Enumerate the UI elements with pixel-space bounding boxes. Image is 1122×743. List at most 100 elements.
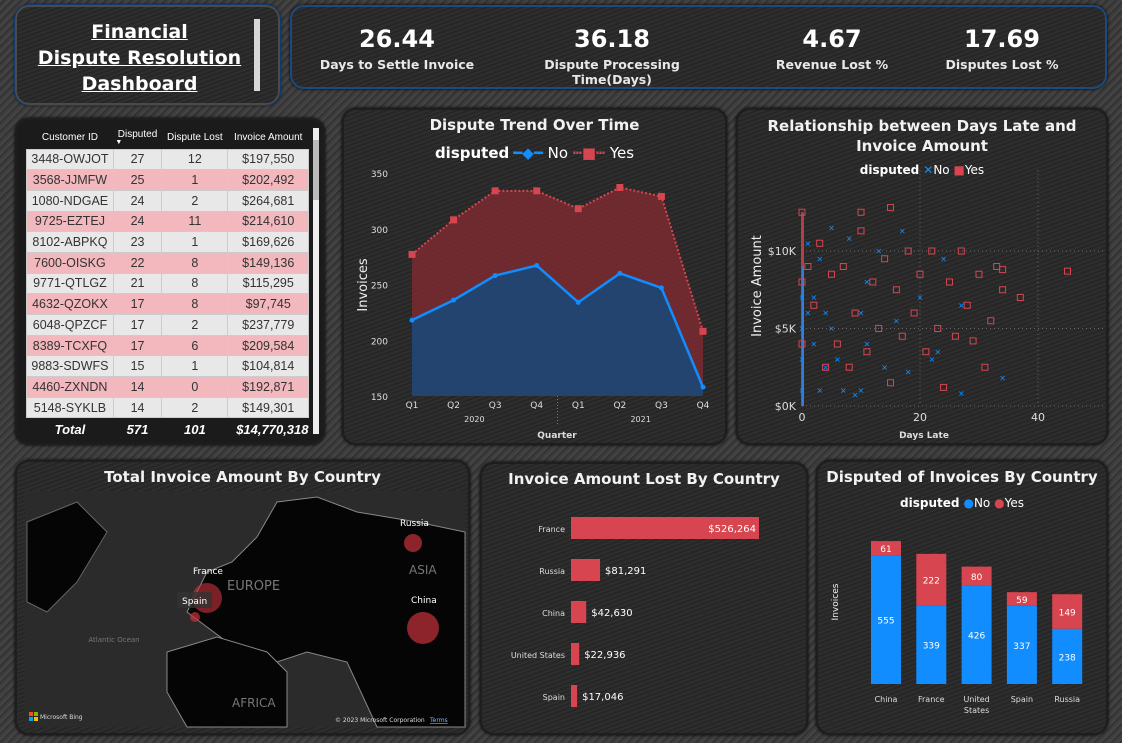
title-accent-bar [254, 19, 260, 91]
column-header-customer-id[interactable]: Customer ID [26, 126, 114, 149]
table-cell: $202,492 [227, 169, 309, 191]
x-tick-label: Q3 [489, 401, 502, 411]
table-scrollbar[interactable] [313, 128, 319, 434]
table-row[interactable]: 9725-EZTEJ 24 11 $214,610 [26, 210, 309, 233]
table-row[interactable]: 5148-SYKLB 14 2 $149,301 [26, 396, 309, 419]
table-cell: 8102-ABPKQ [26, 231, 114, 253]
table-cell: 8389-TCXFQ [26, 334, 114, 357]
data-point-yes [916, 270, 924, 278]
data-point-no: ✕ [810, 340, 817, 349]
bar-yes [1052, 594, 1083, 629]
table-row[interactable]: 9771-QTLGZ 21 8 $115,295 [26, 272, 309, 295]
bar-no [871, 555, 901, 684]
table-cell: $192,871 [227, 376, 309, 398]
data-point-no: ✕ [810, 294, 817, 303]
data-point-yes [910, 309, 918, 317]
kpi-revenue-lost: 4.67 Revenue Lost % [775, 25, 889, 72]
y-tick-label: 150 [371, 393, 388, 403]
amount-lost-chart-svg: France $526,264 Russia $81,291 China $42,630 U… [511, 517, 759, 707]
data-point-yes [491, 187, 499, 195]
table-row[interactable]: 6048-QPZCF 17 2 $237,779 [26, 314, 309, 336]
legend-no-icon: ✕ [923, 163, 934, 177]
table-row[interactable]: 4460-ZXNDN 14 0 $192,871 [26, 376, 309, 398]
data-point-no: ✕ [852, 391, 859, 400]
kpi-card: 26.44 Days to Settle Invoice 36.18 Dispute… [290, 5, 1107, 89]
table-cell: 2 [161, 189, 229, 212]
table-row[interactable]: 1080-NDGAE 24 2 $264,681 [26, 189, 309, 212]
x-tick-label: 0 [799, 411, 806, 424]
x-tick-label: 20 [913, 411, 927, 424]
table-cell: 2 [161, 314, 229, 336]
table-cell: 9725-EZTEJ [26, 210, 114, 233]
data-point-no: ✕ [928, 356, 935, 365]
x-tick-label: Q2 [613, 401, 626, 411]
data-point-no: ✕ [934, 348, 941, 357]
y-tick-label: $0K [775, 400, 797, 413]
stacked-chart-svg: 555 61 China 339 222 France 426 80 United States 3… [831, 541, 1083, 715]
map-terms-link[interactable]: Terms [429, 717, 448, 724]
bubble-label-china: China [411, 596, 437, 606]
table-row[interactable]: 7600-OISKG 22 8 $149,136 [26, 251, 309, 274]
data-point-yes [898, 332, 906, 340]
category-label-line: China [875, 695, 898, 704]
legend-yes-icon: ■ [953, 163, 965, 177]
column-header-dispute-lost[interactable]: Dispute Lost [161, 126, 228, 149]
bubble-china[interactable] [407, 612, 439, 644]
table-row[interactable]: 3448-OWJOT 27 12 $197,550 [26, 148, 309, 171]
map[interactable]: EUROPE ASIA AFRICA Atlantic Ocean France… [17, 462, 472, 737]
category-label: Russia [1054, 695, 1080, 704]
data-point-no: ✕ [864, 278, 871, 287]
data-label: $22,936 [584, 650, 625, 661]
bar-no [1006, 605, 1037, 684]
column-header-disputed[interactable]: Disputed ▼ [113, 126, 162, 149]
chart-title: Relationship between Days Late and Invoi… [767, 117, 1077, 155]
data-point-no: ✕ [917, 294, 924, 303]
table-cell: $149,136 [227, 251, 309, 274]
table-row[interactable]: 8389-TCXFQ 17 6 $209,584 [26, 334, 309, 357]
data-point-yes [875, 325, 883, 332]
bubble-russia[interactable] [404, 534, 422, 552]
chart-title: Invoice Amount Lost By Country [508, 470, 780, 488]
data-point-yes [928, 247, 936, 255]
data-point-yes [1016, 294, 1024, 301]
data-point-yes [816, 239, 824, 247]
data-point-yes [657, 192, 665, 200]
table-row[interactable]: 9883-SDWFS 15 1 $104,814 [26, 355, 309, 378]
data-label-yes: 222 [923, 577, 940, 587]
data-point-no: ✕ [958, 390, 965, 399]
line-yes [411, 186, 704, 332]
bar-yes [871, 541, 901, 556]
table-cell: $209,584 [227, 334, 309, 357]
legend-no-icon: ● [963, 496, 974, 510]
column-header-invoice-amount[interactable]: Invoice Amount [227, 126, 309, 149]
legend-no-icon: ━◆━ [513, 144, 543, 162]
data-point-yes [798, 278, 806, 286]
table-cell: $214,610 [227, 210, 309, 233]
table-cell: 11 [161, 210, 229, 233]
data-point-yes [616, 183, 624, 191]
bar-no [961, 585, 992, 684]
table-cell: 21 [112, 272, 163, 295]
dashboard-title: Financial Dispute Resolution Dashboard [37, 21, 242, 95]
data-point-no: ✕ [799, 356, 806, 365]
data-label-yes: 59 [1016, 596, 1028, 606]
table-cell: 2 [161, 396, 229, 419]
data-point-no [534, 263, 540, 269]
bar-yes [961, 566, 992, 586]
data-point-yes [957, 247, 965, 255]
table-row[interactable]: 8102-ABPKQ 23 1 $169,626 [26, 231, 309, 253]
table-row[interactable]: 3568-JJMFW 25 1 $202,492 [26, 169, 309, 191]
scrollbar-thumb[interactable] [313, 140, 319, 200]
customer-table-card: Customer ID Disputed ▼ Dispute Lost Invoi… [15, 118, 325, 445]
table-cell: 1080-NDGAE [26, 189, 114, 212]
table-row[interactable]: 4632-QZOKX 17 8 $97,745 [26, 293, 309, 315]
category-label: France [918, 695, 945, 704]
table-cell: 1 [161, 169, 229, 191]
table-cell: 3448-OWJOT [26, 148, 114, 171]
data-point-no: ✕ [822, 309, 829, 318]
bubble-spain[interactable] [190, 612, 200, 622]
amount-lost-card: Invoice Amount Lost By Country France $52… [480, 462, 808, 735]
bar-yes [916, 553, 947, 606]
data-point-no: ✕ [958, 301, 965, 310]
category-label-line: States [964, 706, 989, 715]
